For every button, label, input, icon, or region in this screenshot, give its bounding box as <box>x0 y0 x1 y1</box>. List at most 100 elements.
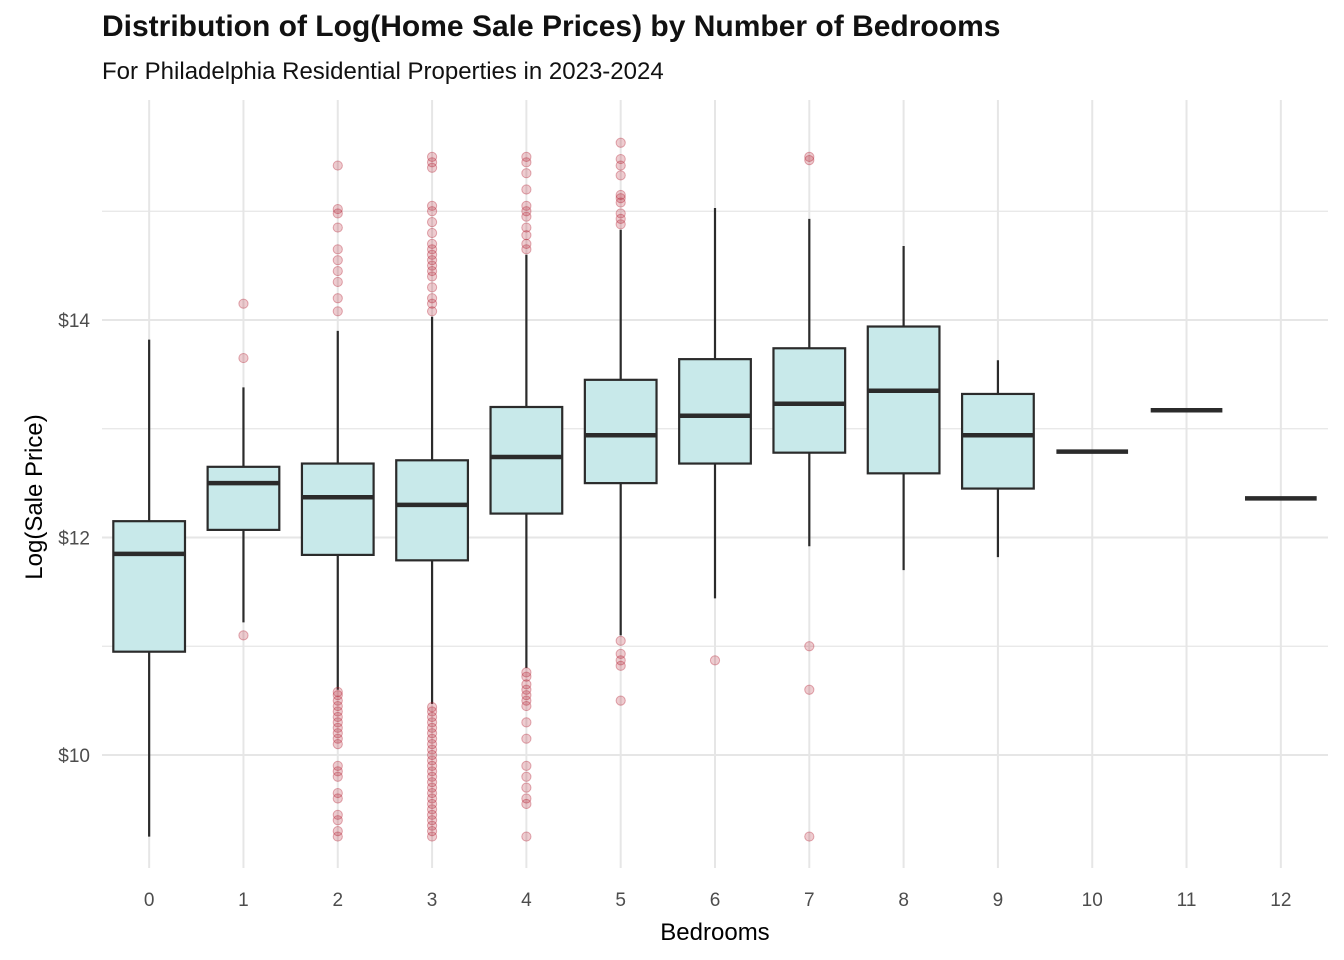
y-tick-label: $12 <box>58 529 90 550</box>
outlier-point <box>521 230 532 241</box>
outlier-point <box>332 222 343 233</box>
y-tick-label: $14 <box>58 311 90 332</box>
outlier-point <box>615 695 626 706</box>
x-tick-label: 11 <box>1177 890 1197 911</box>
outlier-point <box>521 760 532 771</box>
outlier-point <box>426 755 438 766</box>
outlier-point <box>332 276 343 288</box>
outlier-point <box>521 679 532 690</box>
outlier-point <box>426 711 438 723</box>
outlier-point <box>521 793 532 804</box>
x-tick-label: 8 <box>898 890 909 911</box>
outlier-point <box>332 793 343 804</box>
x-axis-title: Bedrooms <box>660 919 769 946</box>
outlier-point <box>615 193 626 204</box>
outlier-point <box>426 293 438 304</box>
outlier-point <box>332 695 343 706</box>
x-tick-label: 7 <box>804 890 815 911</box>
outlier-point <box>615 189 626 201</box>
outlier-point <box>521 771 532 782</box>
x-tick-label: 12 <box>1270 890 1291 911</box>
outlier-point <box>521 782 532 793</box>
outlier-point <box>615 213 626 224</box>
outlier-point <box>521 717 532 728</box>
outlier-point <box>615 153 626 165</box>
outlier-point <box>521 695 532 706</box>
outlier-point <box>332 787 343 799</box>
box-iqr <box>960 392 1035 490</box>
box-iqr <box>206 465 281 531</box>
outlier-point <box>332 293 343 304</box>
outlier-point <box>332 244 343 255</box>
outlier-point <box>426 238 438 249</box>
outlier-point <box>238 298 249 309</box>
outlier-point <box>804 641 815 652</box>
box-iqr <box>395 459 470 562</box>
outlier-point <box>332 733 343 744</box>
outlier-point <box>521 184 532 195</box>
outlier-point <box>332 766 343 777</box>
outlier-point <box>615 635 626 646</box>
outlier-point <box>426 200 438 211</box>
outlier-point <box>332 306 343 317</box>
outlier-point <box>332 760 343 771</box>
outlier-point <box>521 244 532 255</box>
x-tick-label: 5 <box>615 890 626 911</box>
outlier-point <box>521 700 532 712</box>
chart-subtitle: For Philadelphia Residential Properties … <box>102 58 664 85</box>
outlier-point <box>426 798 438 810</box>
box-iqr <box>866 325 941 475</box>
outlier-point <box>426 744 438 755</box>
outlier-point <box>426 260 438 271</box>
outlier-point <box>332 203 343 215</box>
x-tick-label: 0 <box>144 890 155 911</box>
outlier-point <box>615 170 626 181</box>
outlier-point <box>332 690 343 701</box>
outlier-point <box>238 352 249 364</box>
outlier-point <box>426 706 438 717</box>
outlier-point <box>426 722 438 733</box>
outlier-point <box>615 648 626 659</box>
outlier-point <box>426 804 438 815</box>
x-tick-label: 2 <box>332 890 343 911</box>
outlier-point <box>426 809 438 820</box>
outlier-point <box>332 160 343 171</box>
outlier-point <box>426 815 438 826</box>
outlier-point <box>426 831 438 842</box>
outlier-point <box>426 793 438 804</box>
outlier-point <box>332 717 343 728</box>
outlier-point <box>426 728 438 739</box>
box-iqr <box>489 405 564 515</box>
outlier-point <box>615 197 626 208</box>
x-tick-label: 10 <box>1082 890 1103 911</box>
outlier-point <box>332 771 343 782</box>
outlier-point <box>521 157 532 168</box>
chart-title: Distribution of Log(Home Sale Prices) by… <box>102 10 1001 43</box>
outlier-point <box>332 700 343 712</box>
outlier-point <box>426 771 438 782</box>
x-tick-label: 1 <box>238 890 249 911</box>
outlier-point <box>521 690 532 701</box>
outlier-point <box>426 151 438 162</box>
outlier-point <box>426 702 438 713</box>
x-axis-ticks: 0 1 2 3 4 5 6 7 8 9 10 11 12 <box>144 890 1292 911</box>
outlier-point <box>615 137 626 148</box>
outlier-point <box>804 155 815 166</box>
outlier-point <box>426 826 438 837</box>
box-iqr <box>772 347 847 454</box>
outlier-point <box>332 826 343 837</box>
outlier-point <box>615 160 626 171</box>
x-tick-label: 3 <box>427 890 438 911</box>
outlier-point <box>426 820 438 831</box>
outlier-point <box>332 208 343 219</box>
outlier-point <box>426 227 438 239</box>
outlier-point <box>521 831 532 842</box>
outlier-point <box>615 219 626 230</box>
outlier-point <box>332 739 343 750</box>
outlier-point <box>804 151 815 162</box>
outlier-point <box>521 222 532 233</box>
outlier-point <box>521 211 532 222</box>
outlier-point <box>804 684 815 695</box>
outlier-point <box>426 717 438 728</box>
